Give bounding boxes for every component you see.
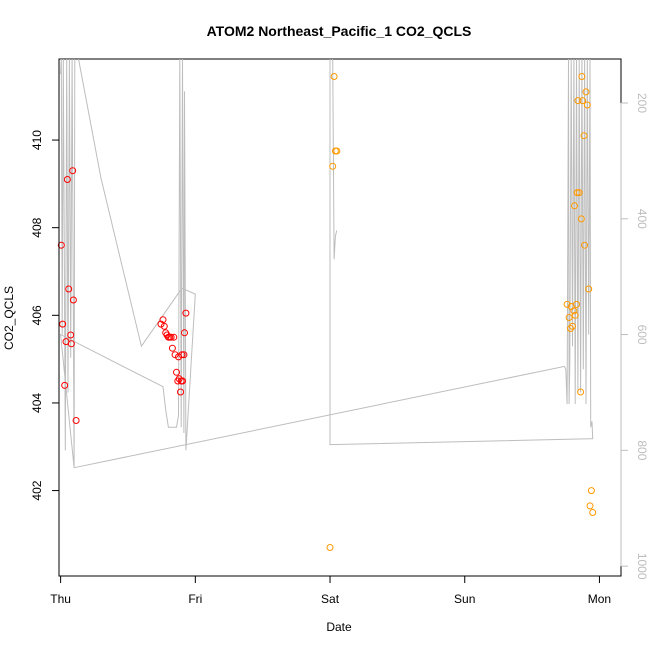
orange-point xyxy=(585,285,593,293)
y2-tick-label: 400 xyxy=(635,209,649,229)
y-axis: 402 404 406 408 410 xyxy=(30,130,60,501)
gray-series-line xyxy=(60,59,594,469)
orange-point xyxy=(570,307,578,315)
red-point xyxy=(170,333,178,341)
plot-frame xyxy=(58,58,622,577)
red-point xyxy=(72,417,80,424)
y2-tick-label: 200 xyxy=(635,93,649,113)
orange-point xyxy=(567,325,574,332)
orange-point xyxy=(571,311,579,319)
y-tick-label: 402 xyxy=(30,480,44,500)
red-point xyxy=(67,340,75,348)
x-axis: Thu Fri Sat Sun Mon xyxy=(50,575,611,606)
orange-point xyxy=(330,73,338,80)
orange-point xyxy=(333,147,341,155)
orange-point xyxy=(581,241,589,249)
red-point xyxy=(160,322,168,330)
red-point xyxy=(63,176,71,183)
orange-point xyxy=(574,97,582,105)
y-tick-label: 404 xyxy=(30,393,44,413)
orange-point xyxy=(577,388,585,396)
chart-title: ATOM2 Northeast_Pacific_1 CO2_QCLS xyxy=(207,23,472,39)
red-point xyxy=(167,333,175,341)
x-tick-label: Sun xyxy=(454,592,475,606)
red-point xyxy=(180,351,188,359)
y-tick-label: 408 xyxy=(30,217,44,237)
red-point xyxy=(69,167,77,175)
orange-point xyxy=(583,101,591,109)
red-point xyxy=(159,316,167,324)
orange-point xyxy=(565,314,573,321)
red-point xyxy=(182,309,190,317)
red-point xyxy=(59,320,67,328)
y2-tick-label: 600 xyxy=(635,325,649,345)
orange-point xyxy=(573,300,580,308)
red-point xyxy=(69,296,77,304)
red-point xyxy=(67,331,75,339)
y2-tick-label: 1000 xyxy=(635,553,649,580)
orange-series-layer xyxy=(326,73,597,551)
red-point xyxy=(168,344,176,352)
y-tick-label: 410 xyxy=(30,130,44,150)
orange-point xyxy=(573,189,581,197)
orange-point xyxy=(571,202,578,210)
orange-point xyxy=(578,73,586,80)
y2-tick-label: 800 xyxy=(635,440,649,460)
orange-point xyxy=(589,509,597,516)
orange-point xyxy=(575,189,583,197)
y-axis-label: CO2_QCLS xyxy=(2,286,16,350)
red-point xyxy=(61,381,69,389)
red-point xyxy=(179,377,186,385)
x-tick-label: Fri xyxy=(188,592,202,606)
red-point xyxy=(173,368,180,376)
red-series-layer xyxy=(57,167,190,424)
x-tick-label: Mon xyxy=(588,592,611,606)
orange-point xyxy=(326,544,334,551)
gray-series-layer xyxy=(60,59,594,469)
red-point xyxy=(181,329,188,337)
orange-point xyxy=(586,502,594,510)
orange-point xyxy=(329,162,337,170)
orange-point xyxy=(587,487,595,495)
red-point xyxy=(57,241,65,249)
red-point xyxy=(177,388,184,396)
y-tick-label: 406 xyxy=(30,305,44,325)
x-axis-label: Date xyxy=(326,620,352,634)
x-tick-label: Thu xyxy=(50,592,71,606)
y2-axis: 200 400 600 800 1000 xyxy=(620,93,649,580)
red-point xyxy=(65,285,73,293)
x-tick-label: Sat xyxy=(321,592,340,606)
orange-point xyxy=(577,215,585,223)
orange-point xyxy=(582,88,590,96)
red-point xyxy=(178,351,186,359)
orange-point xyxy=(569,322,576,330)
orange-point xyxy=(579,97,587,105)
orange-point xyxy=(563,300,571,308)
orange-point xyxy=(580,132,588,140)
